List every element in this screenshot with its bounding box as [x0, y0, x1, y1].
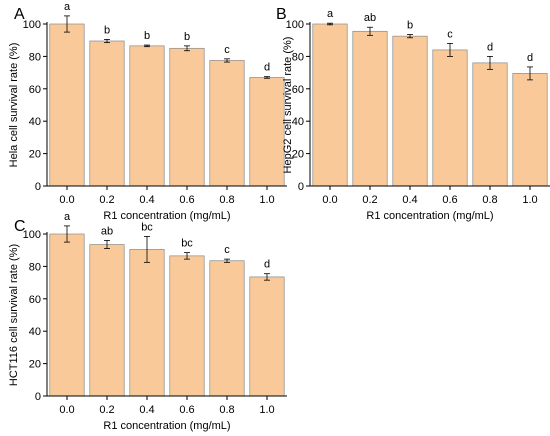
y-tick-label: 60 [29, 294, 41, 306]
panel-a: a b b b c d 0 20 40 60 80 100 0.0 0.2 0.4 0.6 0.8 1.0 R1 c… [8, 1, 287, 222]
y-tick-label: 100 [23, 19, 41, 31]
significance-label: d [264, 62, 270, 74]
x-tick-label: 0.2 [362, 194, 377, 206]
panel-b: a ab b c d d 0 20 40 60 80 100 0.0 0.2 0.4 0.6 0.8 1.0 R1 … [276, 6, 550, 222]
bar [312, 23, 348, 187]
y-tick-label: 0 [35, 181, 41, 193]
significance-label: ab [101, 225, 113, 237]
x-tick-label: 1.0 [522, 194, 537, 206]
bar [89, 244, 125, 397]
significance-label: b [104, 24, 110, 36]
y-tick-label: 80 [29, 51, 41, 63]
y-tick-label: 80 [292, 51, 304, 63]
bar [169, 47, 205, 187]
panel-label: A [14, 6, 25, 23]
y-tick-label: 80 [29, 261, 41, 273]
significance-label: c [447, 28, 453, 40]
y-tick-label: 0 [298, 181, 304, 193]
bar [432, 49, 468, 187]
x-tick-label: 0.8 [482, 194, 497, 206]
bar [392, 35, 428, 187]
significance-label: b [184, 31, 190, 43]
significance-label: ab [364, 12, 376, 24]
bar [49, 233, 85, 397]
y-tick-label: 40 [29, 326, 41, 338]
x-tick-label: 0.6 [442, 194, 457, 206]
significance-label: c [224, 44, 230, 56]
y-axis-title: HCT116 cell survival rate (%) [8, 244, 20, 386]
x-axis-title: R1 concentration (mg/mL) [103, 420, 230, 432]
panel-label: B [276, 6, 287, 23]
y-axis-title: HepG2 cell survival rate (%) [282, 37, 294, 174]
x-tick-label: 0.0 [59, 194, 74, 206]
x-tick-label: 0.2 [99, 404, 114, 416]
x-tick-label: 0.4 [402, 194, 417, 206]
x-tick-label: 0.6 [179, 404, 194, 416]
bar [352, 30, 388, 187]
significance-label: d [527, 52, 533, 64]
significance-label: d [487, 41, 493, 53]
bar [129, 45, 165, 187]
significance-label: a [327, 8, 334, 20]
significance-label: bc [141, 221, 153, 233]
y-tick-label: 100 [23, 229, 41, 241]
x-tick-label: 0.8 [219, 404, 234, 416]
x-tick-label: 1.0 [259, 194, 274, 206]
y-tick-label: 20 [29, 149, 41, 161]
y-tick-label: 20 [292, 149, 304, 161]
bar [472, 62, 508, 187]
significance-label: a [64, 1, 71, 13]
x-axis-title: R1 concentration (mg/mL) [366, 210, 493, 222]
bar [249, 276, 285, 397]
bar [129, 249, 165, 397]
y-tick-label: 40 [292, 116, 304, 128]
x-axis-title: R1 concentration (mg/mL) [103, 210, 230, 222]
y-tick-label: 60 [292, 84, 304, 96]
x-tick-label: 0.0 [59, 404, 74, 416]
panel-c: a ab bc bc c d 0 20 40 60 80 100 0.0 0.2 0.4 0.6 0.8 1.0 R… [8, 211, 287, 432]
y-tick-label: 100 [286, 19, 304, 31]
significance-label: a [64, 211, 71, 223]
x-tick-label: 0.4 [139, 404, 154, 416]
bar [209, 260, 245, 397]
significance-label: bc [181, 238, 193, 250]
x-tick-label: 0.8 [219, 194, 234, 206]
bar [249, 77, 285, 187]
significance-label: b [407, 20, 413, 32]
y-tick-label: 60 [29, 84, 41, 96]
bar [512, 73, 548, 187]
bar [49, 23, 85, 187]
y-tick-label: 0 [35, 391, 41, 403]
x-tick-label: 0.2 [99, 194, 114, 206]
x-tick-label: 1.0 [259, 404, 274, 416]
bar [169, 255, 205, 397]
significance-label: c [224, 244, 230, 256]
significance-label: b [144, 30, 150, 42]
x-tick-label: 0.6 [179, 194, 194, 206]
y-tick-label: 40 [29, 116, 41, 128]
y-axis-title: Hela cell survival rate (%) [8, 43, 20, 168]
panel-label: C [14, 218, 26, 235]
bar [89, 40, 125, 187]
y-tick-label: 20 [29, 359, 41, 371]
significance-label: d [264, 259, 270, 271]
bar [209, 60, 245, 187]
x-tick-label: 0.4 [139, 194, 154, 206]
x-tick-label: 0.0 [322, 194, 337, 206]
